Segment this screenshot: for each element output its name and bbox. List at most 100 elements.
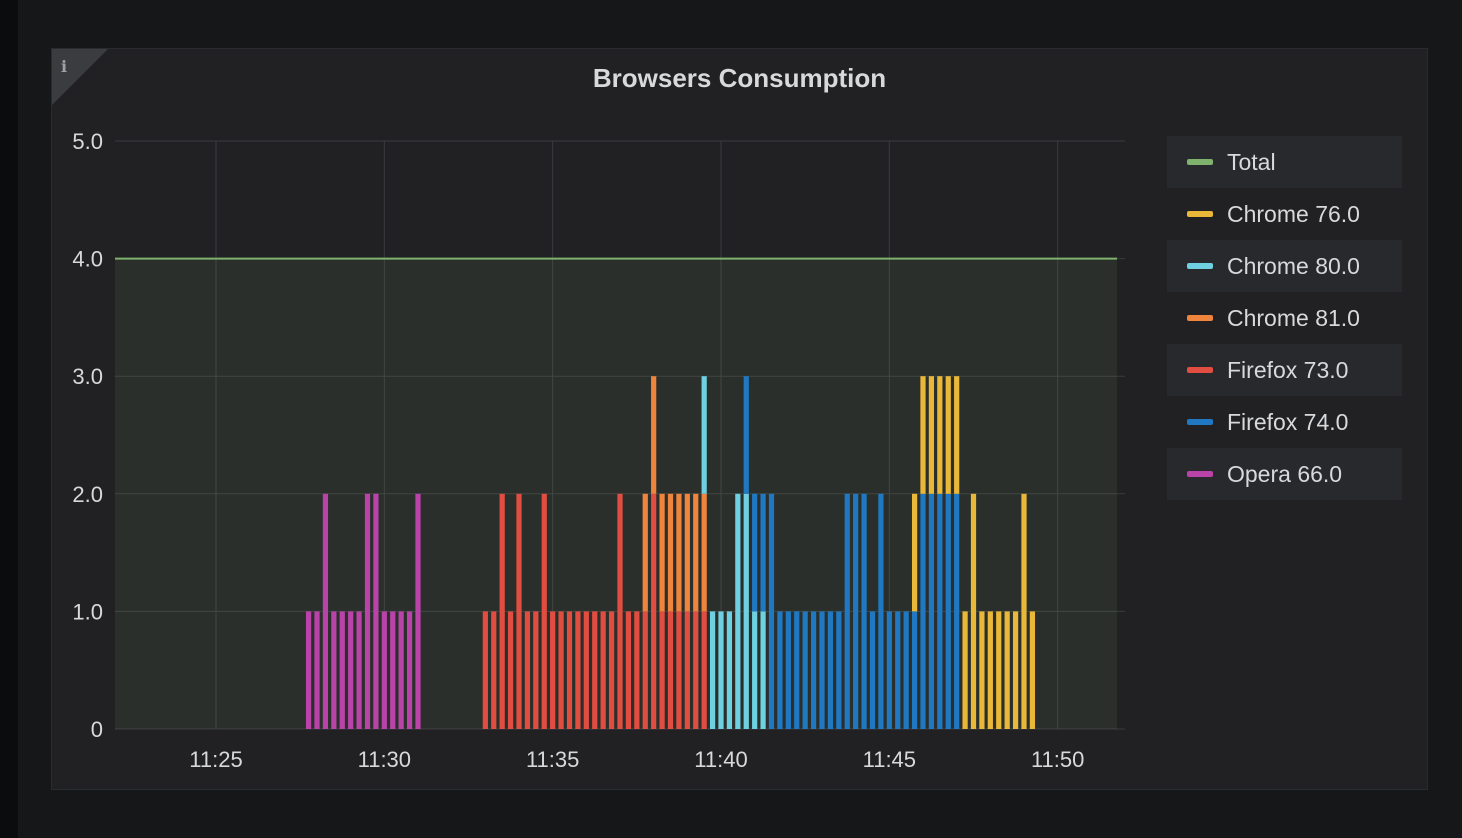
y-tick-label: 1.0 xyxy=(72,599,103,624)
bar-firefox-73-0 xyxy=(550,611,556,729)
bar-firefox-74-0 xyxy=(895,611,901,729)
y-tick-label: 4.0 xyxy=(72,247,103,272)
bar-chrome-76-0 xyxy=(937,376,943,494)
bar-chrome-76-0 xyxy=(996,611,1002,729)
legend-label: Total xyxy=(1227,148,1276,175)
bar-firefox-74-0 xyxy=(743,376,749,494)
x-tick-label: 11:40 xyxy=(694,747,747,772)
legend-swatch xyxy=(1187,159,1213,165)
bar-firefox-73-0 xyxy=(482,611,488,729)
legend-item[interactable]: Opera 66.0 xyxy=(1167,448,1402,500)
y-tick-label: 3.0 xyxy=(72,364,103,389)
bar-firefox-73-0 xyxy=(558,611,564,729)
bar-firefox-73-0 xyxy=(600,611,606,729)
left-strip xyxy=(0,0,18,838)
panel-info-corner[interactable] xyxy=(52,49,108,105)
bar-opera-66-0 xyxy=(356,611,362,729)
bar-chrome-80-0 xyxy=(701,376,707,494)
chart-panel: i Browsers Consumption 0 1.0 2.0 3.0 4.0 5.0 1… xyxy=(51,48,1428,790)
bar-firefox-74-0 xyxy=(794,611,800,729)
bar-chrome-76-0 xyxy=(1012,611,1019,729)
bar-chrome-80-0 xyxy=(752,611,758,729)
bar-chrome-76-0 xyxy=(945,376,951,494)
bar-opera-66-0 xyxy=(406,611,413,729)
bar-firefox-74-0 xyxy=(752,493,758,612)
bar-firefox-74-0 xyxy=(785,611,791,729)
bar-chrome-76-0 xyxy=(920,376,926,494)
x-tick-label: 11:30 xyxy=(358,747,411,772)
bar-firefox-73-0 xyxy=(524,611,531,729)
bar-firefox-73-0 xyxy=(507,611,514,729)
bar-chrome-80-0 xyxy=(735,493,741,729)
bar-chart[interactable]: 0 1.0 2.0 3.0 4.0 5.0 11:25 11:30 11:35 11:40 11:4… xyxy=(52,49,1429,791)
bar-firefox-73-0 xyxy=(583,611,589,729)
bar-opera-66-0 xyxy=(322,493,329,729)
bar-chrome-76-0 xyxy=(962,611,968,729)
bar-chrome-81-0 xyxy=(659,493,665,612)
bar-firefox-74-0 xyxy=(827,611,834,729)
bar-chrome-81-0 xyxy=(693,493,699,612)
x-tick-label: 11:35 xyxy=(526,747,579,772)
bar-firefox-73-0 xyxy=(701,611,707,729)
bar-chrome-76-0 xyxy=(1004,611,1010,729)
bar-firefox-73-0 xyxy=(592,611,598,729)
axis-layer: 0 1.0 2.0 3.0 4.0 5.0 11:25 11:30 11:35 11:40 11:4… xyxy=(72,129,1084,772)
legend-label: Firefox 74.0 xyxy=(1227,408,1349,435)
y-tick-label: 2.0 xyxy=(72,482,103,507)
bar-firefox-73-0 xyxy=(608,611,615,729)
bar-opera-66-0 xyxy=(390,611,396,729)
bar-chrome-76-0 xyxy=(1021,493,1027,729)
bar-opera-66-0 xyxy=(415,493,421,729)
panel-title[interactable]: Browsers Consumption xyxy=(592,63,887,93)
legend-item[interactable]: Firefox 74.0 xyxy=(1167,396,1402,448)
bar-firefox-74-0 xyxy=(911,611,918,729)
legend-item[interactable]: Total xyxy=(1167,136,1402,188)
legend-item[interactable]: Firefox 73.0 xyxy=(1167,344,1402,396)
bar-chrome-81-0 xyxy=(684,493,690,612)
bar-firefox-73-0 xyxy=(541,493,547,729)
legend-item[interactable]: Chrome 81.0 xyxy=(1167,292,1402,344)
bar-opera-66-0 xyxy=(305,611,312,729)
bar-firefox-73-0 xyxy=(566,611,573,729)
legend-swatch xyxy=(1187,419,1213,425)
bar-firefox-74-0 xyxy=(819,611,825,729)
bar-chrome-80-0 xyxy=(726,611,733,729)
bar-firefox-74-0 xyxy=(920,493,926,729)
bar-chrome-80-0 xyxy=(718,611,724,729)
bar-firefox-73-0 xyxy=(575,611,581,729)
bar-opera-66-0 xyxy=(331,611,337,729)
x-tick-label: 11:45 xyxy=(863,747,916,772)
bar-firefox-74-0 xyxy=(954,493,960,729)
legend-item[interactable]: Chrome 80.0 xyxy=(1167,240,1402,292)
bar-firefox-74-0 xyxy=(810,611,817,729)
bar-chrome-81-0 xyxy=(642,493,648,612)
bar-firefox-73-0 xyxy=(667,611,674,729)
bar-chrome-80-0 xyxy=(760,611,766,729)
bar-firefox-73-0 xyxy=(617,493,623,729)
bar-chrome-76-0 xyxy=(928,376,935,494)
bar-firefox-73-0 xyxy=(499,493,505,729)
bar-firefox-73-0 xyxy=(659,611,665,729)
legend-swatch xyxy=(1187,471,1213,477)
legend: Total Chrome 76.0 Chrome 80.0 Chrome 81.0 Fi… xyxy=(1167,136,1402,500)
bar-opera-66-0 xyxy=(348,611,354,729)
bar-firefox-74-0 xyxy=(853,493,859,729)
bar-opera-66-0 xyxy=(339,611,345,729)
bar-chrome-81-0 xyxy=(701,493,707,612)
legend-label: Chrome 81.0 xyxy=(1227,304,1360,331)
bar-opera-66-0 xyxy=(364,493,371,729)
bar-chrome-76-0 xyxy=(954,376,960,494)
bar-firefox-74-0 xyxy=(937,493,943,729)
legend-item[interactable]: Chrome 76.0 xyxy=(1167,188,1402,240)
bar-firefox-74-0 xyxy=(760,493,766,612)
legend-label: Firefox 73.0 xyxy=(1227,356,1349,383)
bar-opera-66-0 xyxy=(373,493,379,729)
bar-chrome-76-0 xyxy=(987,611,993,729)
info-icon[interactable]: i xyxy=(61,57,68,76)
bar-firefox-74-0 xyxy=(861,493,867,729)
bar-firefox-73-0 xyxy=(491,611,497,729)
bar-opera-66-0 xyxy=(381,611,387,729)
legend-swatch xyxy=(1187,211,1213,217)
x-tick-label: 11:50 xyxy=(1031,747,1084,772)
bar-firefox-73-0 xyxy=(651,493,657,729)
